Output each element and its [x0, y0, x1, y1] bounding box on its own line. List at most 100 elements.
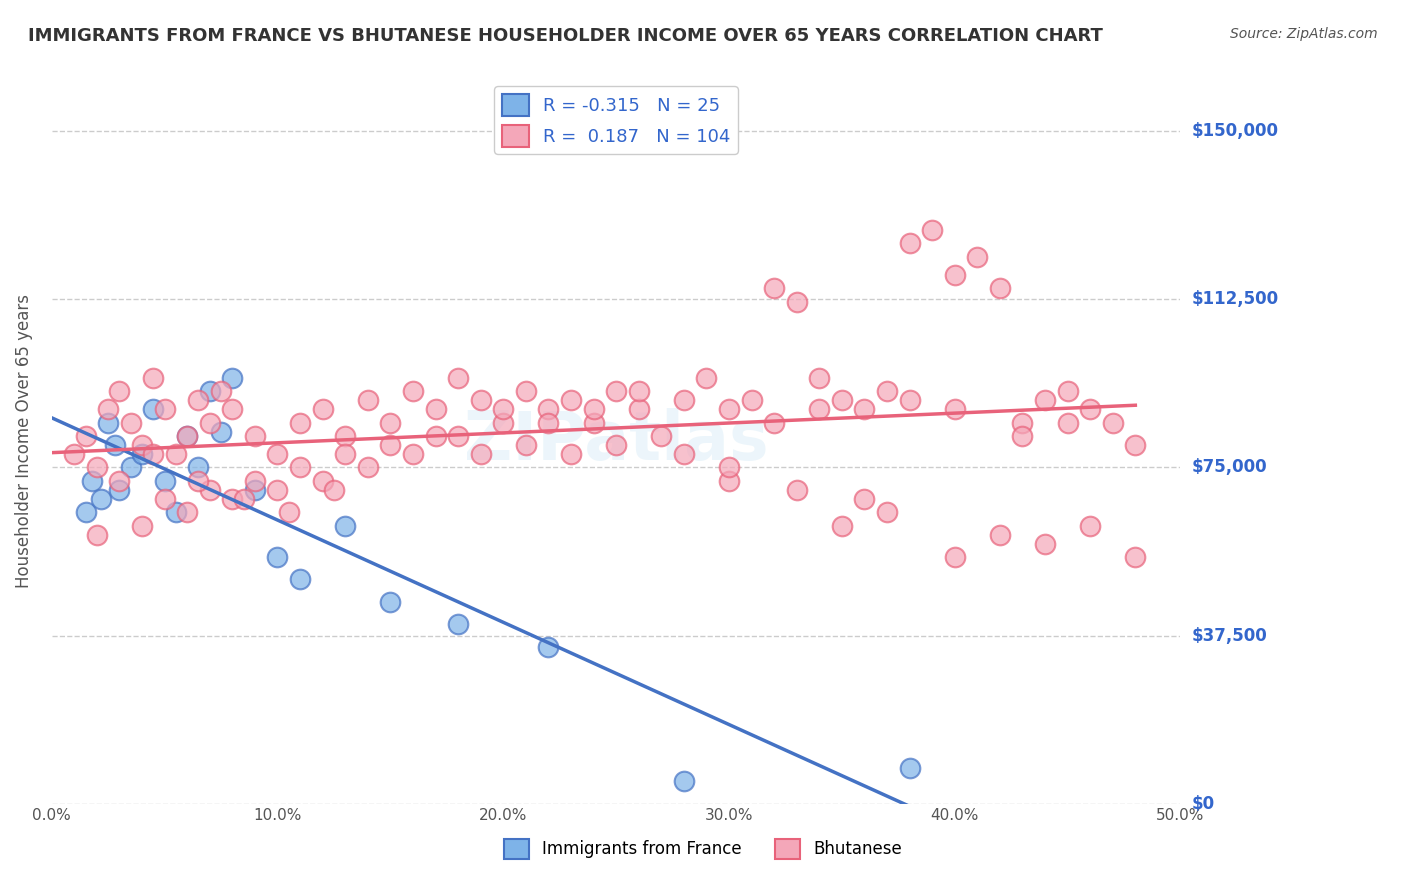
- Point: [120, 416, 142, 430]
- Text: IMMIGRANTS FROM FRANCE VS BHUTANESE HOUSEHOLDER INCOME OVER 65 YEARS CORRELATION: IMMIGRANTS FROM FRANCE VS BHUTANESE HOUS…: [28, 27, 1102, 45]
- Point: [187, 460, 209, 475]
- Point: [876, 505, 898, 519]
- Text: $112,500: $112,500: [1192, 290, 1279, 309]
- Point: [243, 483, 266, 497]
- Point: [198, 384, 221, 399]
- Point: [808, 371, 831, 385]
- Point: [209, 425, 232, 439]
- Point: [86, 527, 108, 541]
- Point: [672, 393, 695, 408]
- Point: [831, 393, 853, 408]
- Point: [943, 268, 966, 282]
- Point: [492, 416, 515, 430]
- Point: [97, 416, 120, 430]
- Point: [402, 384, 425, 399]
- Point: [335, 518, 357, 533]
- Point: [75, 429, 97, 443]
- Point: [560, 447, 582, 461]
- Point: [717, 474, 740, 488]
- Point: [853, 402, 876, 417]
- Point: [1125, 438, 1147, 452]
- Point: [108, 483, 131, 497]
- Point: [537, 402, 560, 417]
- Point: [470, 393, 492, 408]
- Point: [221, 371, 243, 385]
- Point: [1033, 536, 1056, 550]
- Point: [988, 281, 1011, 295]
- Point: [1033, 393, 1056, 408]
- Point: [198, 416, 221, 430]
- Point: [876, 384, 898, 399]
- Point: [187, 474, 209, 488]
- Point: [786, 294, 808, 309]
- Point: [627, 384, 650, 399]
- Point: [402, 447, 425, 461]
- Point: [153, 474, 176, 488]
- Point: [120, 460, 142, 475]
- Point: [741, 393, 763, 408]
- Point: [335, 429, 357, 443]
- Point: [1056, 416, 1078, 430]
- Point: [288, 573, 311, 587]
- Point: [515, 438, 537, 452]
- Point: [943, 402, 966, 417]
- Point: [831, 518, 853, 533]
- Point: [1011, 416, 1033, 430]
- Text: $0: $0: [1192, 795, 1215, 813]
- Point: [131, 438, 153, 452]
- Point: [335, 447, 357, 461]
- Point: [672, 774, 695, 789]
- Point: [537, 416, 560, 430]
- Point: [243, 474, 266, 488]
- Point: [763, 281, 786, 295]
- Point: [1056, 384, 1078, 399]
- Point: [288, 460, 311, 475]
- Point: [447, 429, 470, 443]
- Point: [357, 393, 380, 408]
- Point: [142, 402, 165, 417]
- Point: [470, 447, 492, 461]
- Point: [108, 384, 131, 399]
- Point: [537, 640, 560, 654]
- Point: [176, 505, 198, 519]
- Point: [86, 460, 108, 475]
- Point: [311, 474, 333, 488]
- Point: [187, 393, 209, 408]
- Y-axis label: Householder Income Over 65 years: Householder Income Over 65 years: [15, 293, 32, 588]
- Point: [425, 429, 447, 443]
- Point: [786, 483, 808, 497]
- Point: [605, 384, 627, 399]
- Point: [695, 371, 717, 385]
- Point: [232, 491, 254, 506]
- Point: [153, 402, 176, 417]
- Point: [560, 393, 582, 408]
- Point: [243, 429, 266, 443]
- Point: [357, 460, 380, 475]
- Point: [63, 447, 86, 461]
- Point: [605, 438, 627, 452]
- Point: [492, 402, 515, 417]
- Point: [165, 447, 187, 461]
- Text: $150,000: $150,000: [1192, 122, 1279, 140]
- Point: [627, 402, 650, 417]
- Point: [176, 429, 198, 443]
- Point: [266, 550, 288, 565]
- Point: [108, 474, 131, 488]
- Point: [165, 505, 187, 519]
- Point: [447, 617, 470, 632]
- Point: [380, 595, 402, 609]
- Point: [1011, 429, 1033, 443]
- Text: $75,000: $75,000: [1192, 458, 1267, 476]
- Point: [582, 416, 605, 430]
- Point: [966, 250, 988, 264]
- Point: [266, 447, 288, 461]
- Point: [97, 402, 120, 417]
- Text: ZIPatlas: ZIPatlas: [464, 408, 769, 474]
- Point: [1101, 416, 1123, 430]
- Point: [763, 416, 786, 430]
- Point: [209, 384, 232, 399]
- Point: [288, 416, 311, 430]
- Point: [1125, 550, 1147, 565]
- Text: Source: ZipAtlas.com: Source: ZipAtlas.com: [1230, 27, 1378, 41]
- Point: [131, 447, 153, 461]
